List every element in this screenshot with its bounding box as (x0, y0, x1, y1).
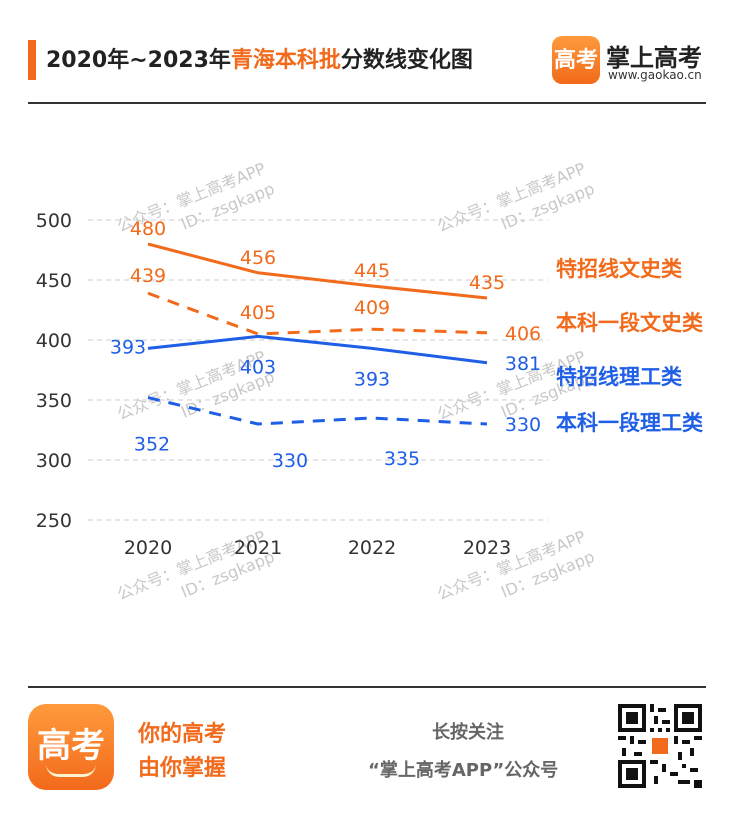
data-label: 456 (240, 247, 276, 269)
data-label: 405 (240, 302, 276, 324)
series-line-3 (147, 396, 488, 426)
page-title: 2020年~2023年青海本科批分数线变化图 (46, 42, 473, 74)
y-tick-label: 350 (36, 390, 72, 412)
legend-label: 本科一段文史类 (556, 311, 704, 335)
slogan-line2: 由你掌握 (138, 756, 227, 781)
book-icon (46, 764, 96, 777)
title-highlight: 青海本科批 (230, 48, 341, 73)
data-label: 435 (469, 272, 505, 294)
brand-block: 高考 掌上高考 www.gaokao.cn (552, 36, 732, 86)
data-label: 352 (134, 434, 170, 456)
y-tick-label: 300 (36, 450, 72, 472)
brand-logo-icon: 高考 (552, 36, 600, 84)
y-tick-label: 500 (36, 210, 72, 232)
data-label: 439 (130, 265, 166, 287)
brand-url: www.gaokao.cn (608, 68, 702, 82)
data-label: 480 (130, 218, 166, 240)
x-tick-label: 2021 (234, 537, 282, 559)
data-label: 409 (354, 297, 390, 319)
data-label: 403 (240, 356, 276, 378)
x-tick-label: 2020 (124, 537, 172, 559)
brand-name: 掌上高考 (606, 44, 702, 72)
data-label: 445 (354, 260, 390, 282)
legend-label: 特招线理工类 (556, 365, 683, 389)
data-label: 381 (505, 353, 541, 375)
follow-line2: “掌上高考APP”公众号 (368, 760, 559, 781)
title-suffix: 分数线变化图 (340, 48, 473, 73)
follow-line1: 长按关注 (432, 722, 504, 743)
y-tick-label: 400 (36, 330, 72, 352)
x-tick-label: 2023 (463, 537, 511, 559)
footer-logo-icon: 高考 (28, 704, 114, 790)
legend-label: 特招线文史类 (556, 257, 683, 281)
y-tick-label: 250 (36, 510, 72, 532)
data-label: 393 (354, 368, 390, 390)
data-label: 330 (505, 414, 541, 436)
data-label: 406 (505, 323, 541, 345)
legend-label: 本科一段理工类 (556, 411, 704, 435)
slogan-line1: 你的高考 (138, 722, 227, 747)
series-line-2 (147, 334, 488, 365)
x-tick-label: 2022 (348, 537, 396, 559)
title-accent-bar (28, 40, 36, 80)
series-line-1 (147, 291, 488, 336)
footer-logo-text: 高考 (37, 726, 105, 766)
series-line-0 (147, 242, 488, 300)
title-prefix: 2020年~2023年 (46, 48, 231, 73)
data-label: 393 (110, 336, 146, 358)
data-label: 330 (272, 450, 308, 472)
footer-divider (28, 686, 706, 688)
y-tick-label: 450 (36, 270, 72, 292)
data-label: 335 (384, 448, 420, 470)
header-divider (28, 102, 706, 104)
qr-code-icon[interactable] (618, 704, 702, 788)
brand-logo-text: 高考 (553, 47, 598, 73)
